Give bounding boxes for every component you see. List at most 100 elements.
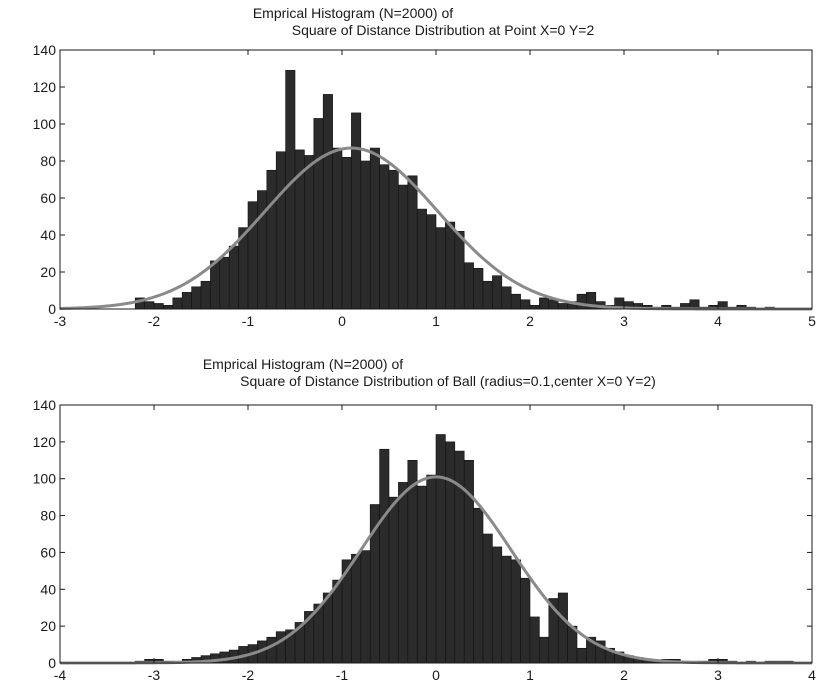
chart2-bar xyxy=(360,550,371,664)
chart2-bar xyxy=(398,482,409,664)
chart2-x-tick-label: -3 xyxy=(148,667,161,683)
chart1-x-tick-label: 4 xyxy=(714,313,722,329)
chart2-bar xyxy=(416,485,427,664)
chart1-title-line1: Emprical Histogram (N=2000) of xyxy=(252,5,454,21)
chart1-bar xyxy=(369,147,380,310)
chart1-bar xyxy=(426,214,437,310)
chart2-bar xyxy=(435,434,446,664)
chart1-bar xyxy=(257,190,268,310)
chart2-bar xyxy=(351,553,362,664)
chart2-bar xyxy=(445,441,456,664)
chart1-y-tick-label: 140 xyxy=(33,42,57,58)
chart2-bar xyxy=(275,631,286,664)
chart2-bar xyxy=(510,559,521,664)
chart2-y-tick-label: 40 xyxy=(40,581,56,597)
chart2-y-tick-label: 120 xyxy=(33,434,57,450)
chart1-bar xyxy=(454,231,465,310)
chart1-bar xyxy=(219,256,230,310)
chart2-bar xyxy=(379,448,390,664)
chart2-bar xyxy=(557,592,568,664)
chart1-bar xyxy=(557,303,568,310)
chart1-bar xyxy=(379,164,390,310)
chart1-x-tick-label: -3 xyxy=(54,313,67,329)
chart1-bar xyxy=(416,208,427,310)
chart1-x-tick-label: 1 xyxy=(432,313,440,329)
chart1-bar xyxy=(144,301,155,310)
chart2-x-tick-label: -2 xyxy=(242,667,255,683)
chart1-x-tick-label: 3 xyxy=(620,313,628,329)
chart1-bar xyxy=(181,292,192,310)
chart1-bar xyxy=(539,297,550,310)
chart1-bar xyxy=(285,70,296,310)
chart1-bar xyxy=(435,227,446,310)
chart2-bar xyxy=(266,636,277,664)
chart2-x-tick-label: 2 xyxy=(620,667,628,683)
chart2-bar xyxy=(426,474,437,664)
chart2-bar xyxy=(407,459,418,664)
chart1-bar xyxy=(153,303,164,310)
chart1-bar xyxy=(191,286,202,310)
chart1-title: Emprical Histogram (N=2000) of Square of… xyxy=(0,5,816,39)
chart2-bar xyxy=(322,592,333,664)
chart1-y-tick-label: 100 xyxy=(33,116,57,132)
chart1-y-tick-label: 0 xyxy=(48,301,56,317)
chart1-bar xyxy=(463,262,474,310)
chart1-y-tick-label: 20 xyxy=(40,264,56,280)
chart2-y-tick-label: 0 xyxy=(48,655,56,671)
chart2-y-tick-label: 20 xyxy=(40,618,56,634)
chart2-title-line2: Square of Distance Distribution of Ball … xyxy=(240,373,656,389)
chart2-fit-curve xyxy=(60,475,812,665)
chart1-x-tick-label: 5 xyxy=(808,313,816,329)
chart1-bar xyxy=(492,275,503,310)
chart1-bar xyxy=(360,160,371,310)
chart1-bar xyxy=(163,304,174,310)
chart1-bar xyxy=(266,169,277,310)
chart1-bar xyxy=(313,118,324,310)
chart2-x-tick-label: -4 xyxy=(54,667,67,683)
chart2-bar xyxy=(529,616,540,664)
chart2-x-tick-label: -1 xyxy=(336,667,349,683)
chart1-bar xyxy=(501,286,512,310)
chart2-bar xyxy=(501,555,512,664)
chart2-bar xyxy=(492,546,503,664)
chart1-bar xyxy=(529,304,540,310)
chart1-bar xyxy=(341,157,352,310)
chart2-y-tick-label: 80 xyxy=(40,508,56,524)
chart1-bar xyxy=(210,260,221,310)
chart2-x-tick-label: 0 xyxy=(432,667,440,683)
chart2-bar xyxy=(482,533,493,664)
chart1-bar xyxy=(172,297,183,310)
chart1-y-tick-label: 60 xyxy=(40,190,56,206)
chart1-bar xyxy=(322,94,333,310)
chart1-title-line2: Square of Distance Distribution at Point… xyxy=(291,22,595,38)
chart1-bar xyxy=(351,112,362,310)
chart1-bar xyxy=(407,175,418,310)
chart1-bar xyxy=(247,201,258,310)
chart1-bar xyxy=(332,147,343,310)
chart2-bar xyxy=(576,647,587,664)
chart1-bar xyxy=(304,155,315,310)
chart2-title: Emprical Histogram (N=2000) of Square of… xyxy=(0,356,816,390)
chart1-bar xyxy=(445,221,456,310)
chart2-x-tick-label: 4 xyxy=(808,667,816,683)
chart2-y-tick-label: 140 xyxy=(33,397,57,413)
chart2-bar xyxy=(332,579,343,664)
chart2-title-line1: Emprical Histogram (N=2000) of xyxy=(202,356,404,372)
chart2-x-tick-label: 3 xyxy=(714,667,722,683)
chart2-x-tick-label: 1 xyxy=(526,667,534,683)
chart1-x-tick-label: 0 xyxy=(338,313,346,329)
chart1-bar xyxy=(510,293,521,310)
chart1-bar xyxy=(520,299,531,310)
chart1-x-tick-label: 2 xyxy=(526,313,534,329)
chart2-y-tick-label: 60 xyxy=(40,544,56,560)
chart2-bar xyxy=(520,577,531,664)
chart1-bar xyxy=(473,267,484,310)
chart1-bar xyxy=(576,293,587,310)
chart1-x-tick-label: -2 xyxy=(148,313,161,329)
chart1-bar xyxy=(548,299,559,310)
chart1-bar xyxy=(275,151,286,310)
chart1-bar xyxy=(228,245,239,310)
chart2-bar xyxy=(539,636,550,664)
chart1-bar xyxy=(388,169,399,310)
